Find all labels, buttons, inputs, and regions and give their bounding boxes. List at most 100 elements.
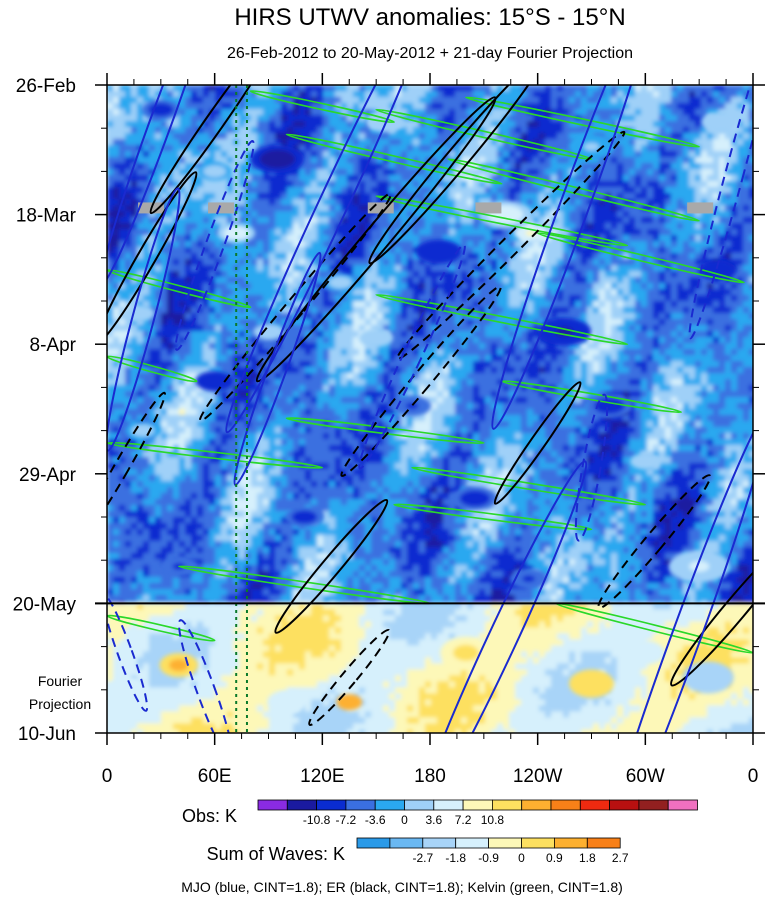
anomaly-cell (239, 109, 246, 116)
anomaly-cell (599, 175, 606, 182)
anomaly-cell (377, 97, 384, 104)
anomaly-cell (707, 319, 714, 326)
anomaly-cell (515, 157, 522, 164)
anomaly-cell (635, 103, 642, 110)
anomaly-cell (131, 289, 138, 296)
anomaly-cell (479, 235, 486, 242)
anomaly-cell (221, 277, 228, 284)
anomaly-cell (473, 265, 480, 272)
anomaly-cell (143, 151, 150, 158)
anomaly-cell (647, 349, 654, 356)
anomaly-cell (107, 91, 114, 98)
anomaly-cell (617, 157, 624, 164)
anomaly-cell (161, 337, 168, 344)
anomaly-cell (317, 199, 324, 206)
anomaly-cell (749, 259, 753, 266)
anomaly-cell (281, 103, 288, 110)
anomaly-cell (131, 97, 138, 104)
anomaly-cell (563, 169, 570, 176)
anomaly-cell (749, 253, 753, 260)
anomaly-cell (173, 241, 180, 248)
anomaly-cell (449, 343, 456, 350)
anomaly-cell (653, 289, 660, 296)
anomaly-cell (149, 355, 156, 362)
anomaly-cell (413, 355, 420, 362)
anomaly-cell (131, 121, 138, 128)
anomaly-cell (107, 127, 114, 134)
anomaly-cell (299, 331, 306, 338)
anomaly-cell (557, 343, 564, 350)
anomaly-cell (521, 307, 528, 314)
anomaly-cell (245, 103, 252, 110)
anomaly-cell (707, 349, 714, 356)
anomaly-cell (629, 265, 636, 272)
anomaly-cell (293, 139, 300, 146)
anomaly-cell (197, 331, 204, 338)
anomaly-cell (659, 85, 666, 92)
anomaly-cell (467, 343, 474, 350)
anomaly-cell (605, 115, 612, 122)
anomaly-cell (179, 253, 186, 260)
anomaly-cell (629, 343, 636, 350)
anomaly-cell (347, 343, 354, 350)
anomaly-cell (593, 343, 600, 350)
anomaly-cell (119, 241, 126, 248)
anomaly-cell (533, 139, 540, 146)
anomaly-cell (527, 127, 534, 134)
anomaly-cell (509, 85, 516, 92)
anomaly-cell (497, 169, 504, 176)
anomaly-cell (371, 97, 378, 104)
anomaly-cell (341, 331, 348, 338)
anomaly-cell (305, 139, 312, 146)
anomaly-cell (365, 289, 372, 296)
anomaly-cell (677, 193, 684, 200)
anomaly-cell (533, 295, 540, 302)
anomaly-cell (527, 85, 534, 92)
anomaly-cell (221, 343, 228, 350)
anomaly-cell (689, 247, 696, 254)
anomaly-cell (359, 127, 366, 134)
anomaly-cell (245, 253, 252, 260)
anomaly-cell (251, 349, 258, 356)
anomaly-cell (461, 175, 468, 182)
anomaly-cell (623, 151, 630, 158)
anomaly-cell (107, 163, 114, 170)
anomaly-cell (293, 331, 300, 338)
anomaly-cell (395, 139, 402, 146)
anomaly-cell (575, 253, 582, 260)
anomaly-cell (677, 169, 684, 176)
anomaly-cell (329, 163, 336, 170)
anomaly-cell (137, 241, 144, 248)
anomaly-cell (131, 247, 138, 254)
anomaly-cell (689, 175, 696, 182)
anomaly-cell (269, 247, 276, 254)
anomaly-cell (377, 307, 384, 314)
anomaly-cell (467, 109, 474, 116)
anomaly-cell (257, 199, 264, 206)
anomaly-cell (725, 157, 732, 164)
anomaly-cell (263, 181, 270, 188)
anomaly-cell (533, 133, 540, 140)
anomaly-cell (479, 175, 486, 182)
anomaly-cell (515, 325, 522, 332)
anomaly-cell (515, 133, 522, 140)
anomaly-cell (593, 97, 600, 104)
anomaly-cell (191, 205, 198, 212)
anomaly-cell (539, 235, 546, 242)
anomaly-cell (677, 301, 684, 308)
anomaly-cell (437, 127, 444, 134)
anomaly-cell (299, 127, 306, 134)
anomaly-cell (611, 235, 618, 242)
anomaly-cell (173, 127, 180, 134)
anomaly-cell (329, 91, 336, 98)
anomaly-cell (233, 283, 240, 290)
anomaly-cell (263, 265, 270, 272)
anomaly-cell (581, 355, 588, 362)
anomaly-cell (227, 307, 234, 314)
anomaly-cell (503, 289, 510, 296)
anomaly-cell (503, 151, 510, 158)
anomaly-cell (425, 187, 432, 194)
anomaly-cell (707, 247, 714, 254)
anomaly-cell (251, 223, 258, 230)
anomaly-cell (485, 277, 492, 284)
